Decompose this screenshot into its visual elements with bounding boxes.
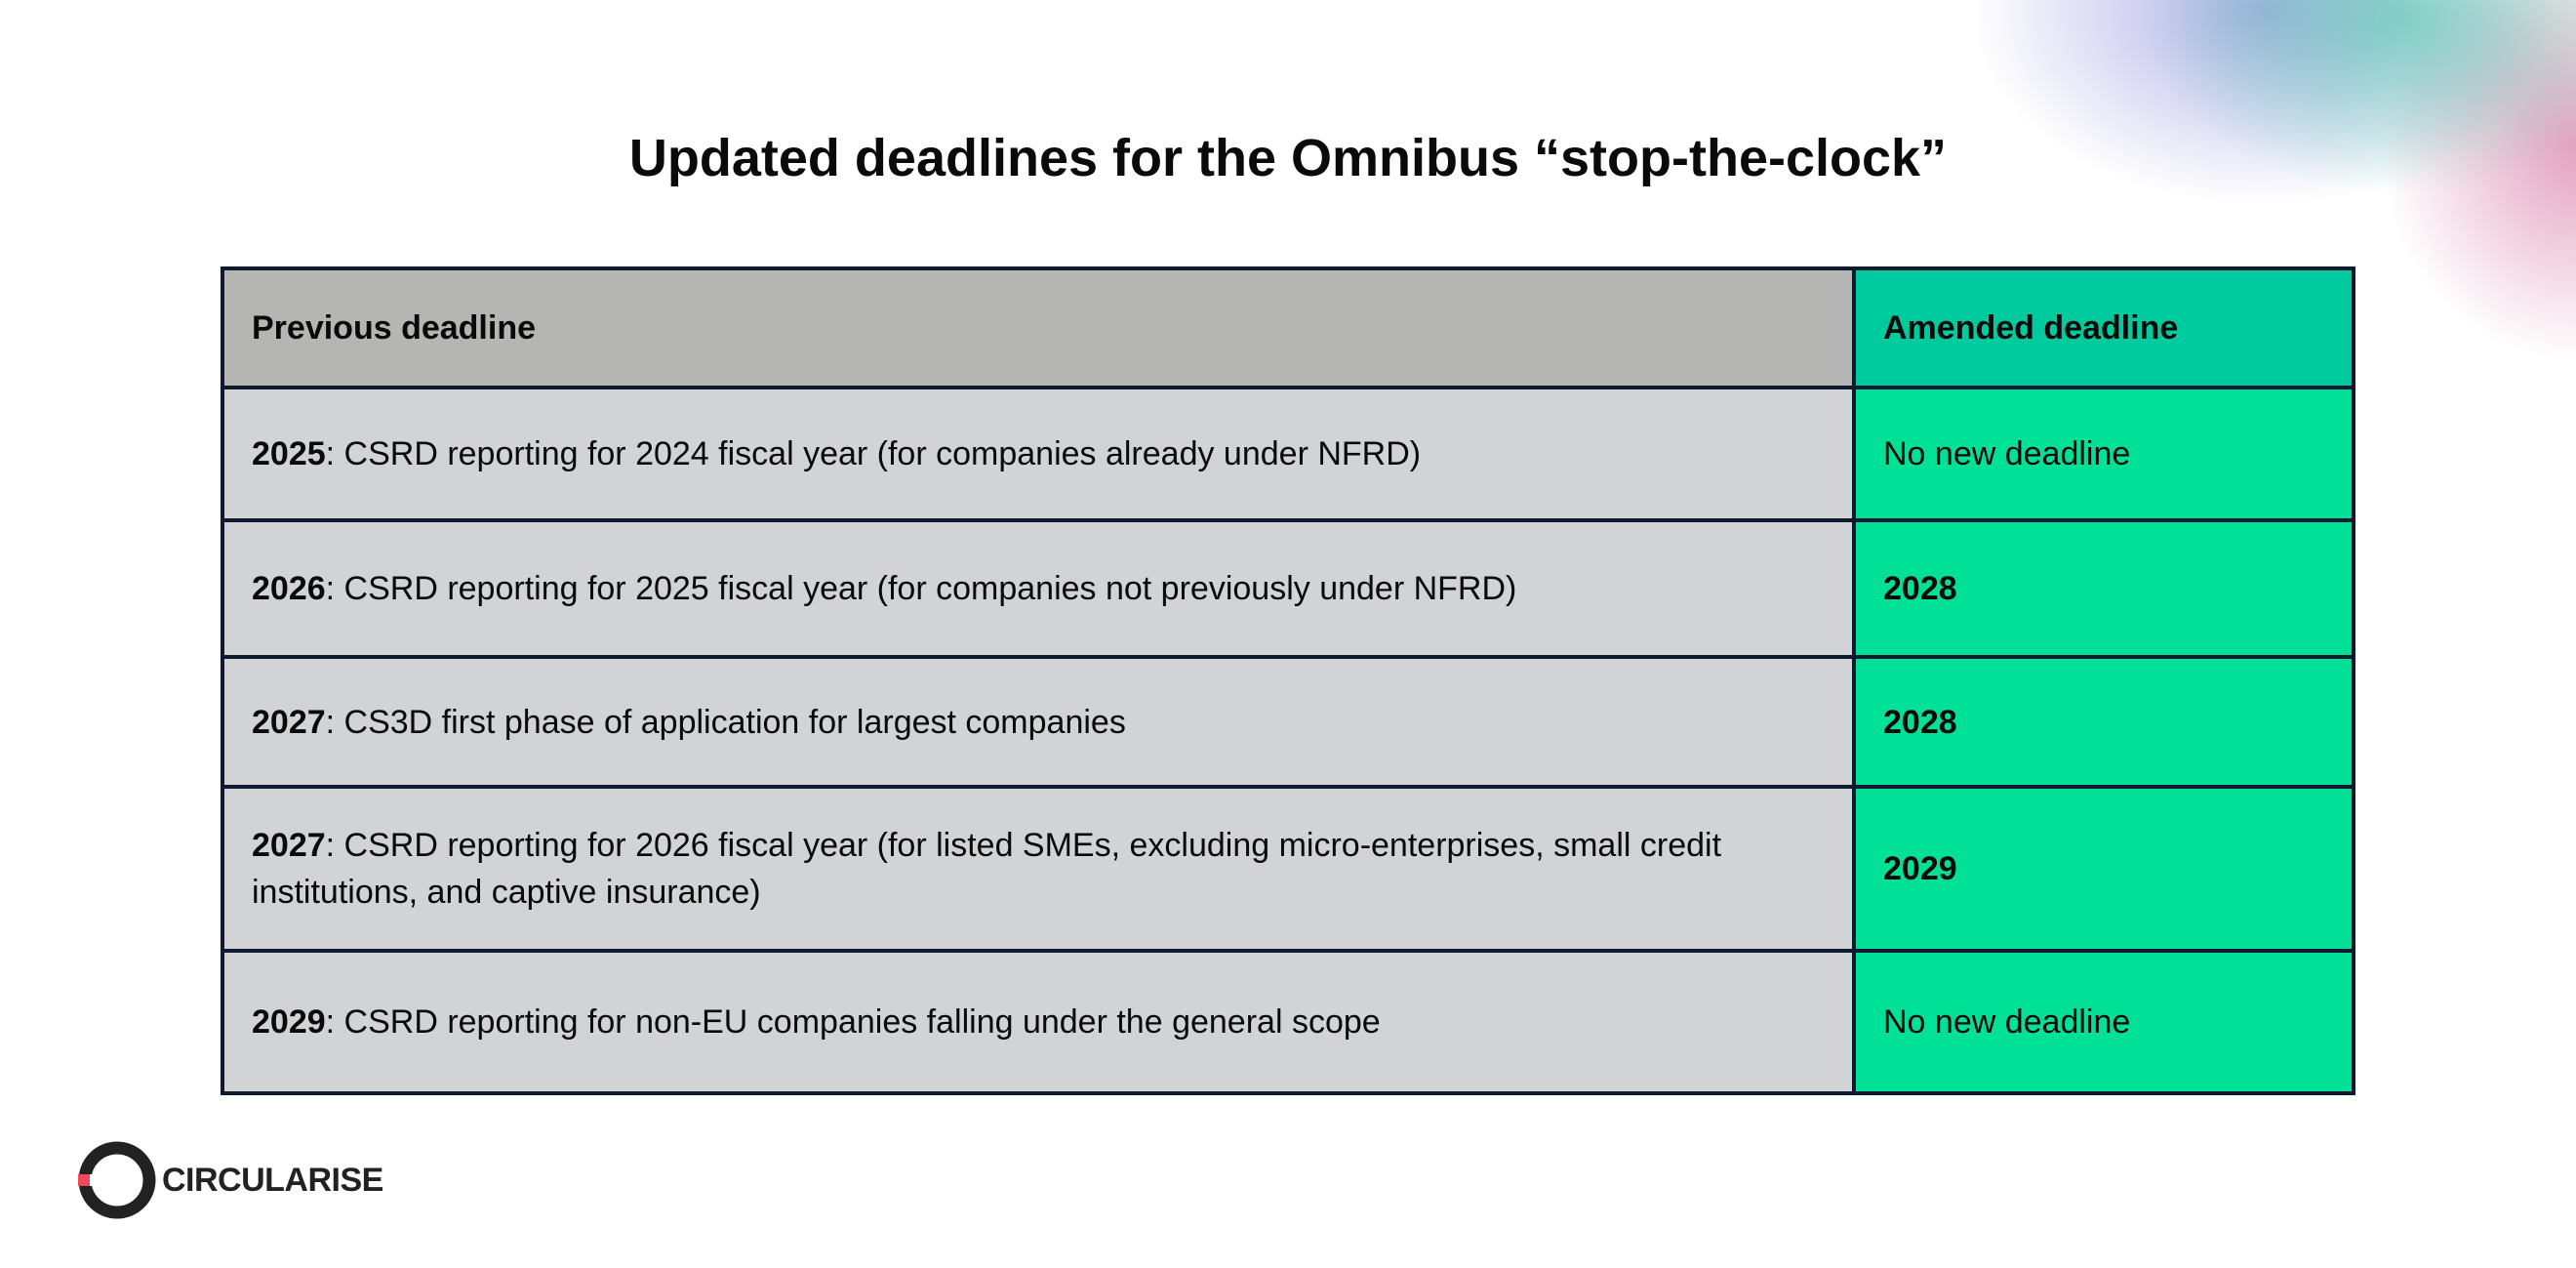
title: Updated deadlines for the Omnibus “stop-… (628, 129, 1948, 187)
year: 2029 (252, 1003, 326, 1041)
table-row: 2027: CSRD reporting for 2026 fiscal yea… (221, 785, 2355, 953)
previous-deadline-cell: 2026: CSRD reporting for 2025 fiscal yea… (221, 518, 1856, 659)
amended-deadline-cell: No new deadline (1852, 386, 2355, 522)
table-row: 2026: CSRD reporting for 2025 fiscal yea… (221, 518, 2355, 659)
table-body: 2025: CSRD reporting for 2024 fiscal yea… (221, 386, 2355, 1095)
year: 2026 (252, 570, 326, 607)
amended-deadline-cell: 2029 (1852, 785, 2355, 953)
logo: CIRCULARISE (76, 1140, 383, 1220)
previous-deadline-cell: 2029: CSRD reporting for non-EU companie… (221, 949, 1856, 1095)
table-row: 2029: CSRD reporting for non-EU companie… (221, 949, 2355, 1095)
deadline-table: Previous deadline Amended deadline 2025:… (221, 266, 2355, 1095)
amended-deadline: No new deadline (1883, 1003, 2131, 1041)
amended-deadline: 2029 (1883, 850, 1957, 887)
year: 2025 (252, 435, 326, 472)
amended-deadline-cell: No new deadline (1852, 949, 2355, 1095)
column-header: Previous deadline (221, 266, 1856, 389)
header-row: Previous deadline Amended deadline (221, 266, 2355, 389)
description: : CS3D first phase of application for la… (325, 703, 1126, 741)
year: 2027 (252, 827, 326, 864)
logo-dot (78, 1174, 90, 1186)
previous-deadline-cell: 2027: CSRD reporting for 2026 fiscal yea… (221, 785, 1856, 953)
description: : CSRD reporting for 2024 fiscal year (f… (325, 435, 1422, 472)
amended-deadline: 2028 (1883, 570, 1957, 607)
previous-deadline-cell: 2025: CSRD reporting for 2024 fiscal yea… (221, 386, 1856, 522)
table-row: 2027: CS3D first phase of application fo… (221, 655, 2355, 789)
description: : CSRD reporting for 2026 fiscal year (f… (252, 827, 1722, 911)
column-header: Amended deadline (1852, 266, 2355, 389)
description: : CSRD reporting for 2025 fiscal year (f… (325, 570, 1517, 607)
logo-mark (76, 1141, 156, 1219)
previous-deadline-cell: 2027: CS3D first phase of application fo… (221, 655, 1856, 789)
table-row: 2025: CSRD reporting for 2024 fiscal yea… (221, 386, 2355, 522)
year: 2027 (252, 703, 326, 741)
description: : CSRD reporting for non-EU companies fa… (325, 1003, 1381, 1041)
amended-deadline-cell: 2028 (1852, 518, 2355, 659)
amended-deadline: No new deadline (1883, 435, 2131, 472)
amended-deadline: 2028 (1883, 703, 1957, 741)
amended-deadline-cell: 2028 (1852, 655, 2355, 789)
logo-text: CIRCULARISE (162, 1161, 383, 1199)
